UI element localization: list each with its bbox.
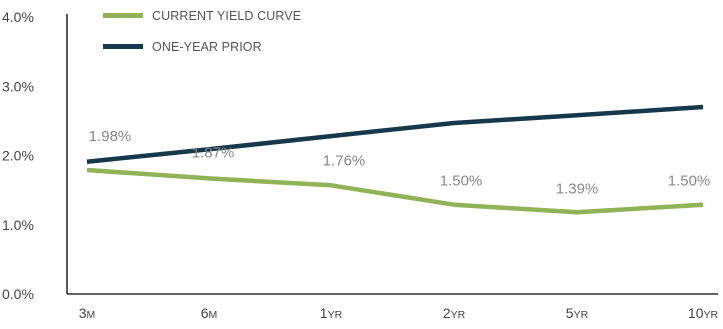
legend-swatch-current: [103, 13, 143, 18]
x-tick-label: 5YR: [566, 305, 589, 321]
data-label: 1.76%: [323, 152, 366, 169]
legend-label-prior: ONE-YEAR PRIOR: [152, 39, 262, 54]
legend-swatch-prior: [103, 44, 143, 49]
legend-label-current: CURRENT YIELD CURVE: [152, 8, 302, 23]
x-tick-label: 2YR: [443, 305, 466, 321]
series-line-current: [86, 167, 704, 215]
legend-item-current: CURRENT YIELD CURVE: [103, 6, 301, 25]
chart-legend: CURRENT YIELD CURVE ONE-YEAR PRIOR: [103, 6, 301, 68]
x-tick-label: 1YR: [320, 305, 343, 321]
y-tick-label: 1.0%: [2, 217, 34, 233]
series-line-prior: [86, 104, 704, 164]
y-tick-label: 0.0%: [2, 286, 34, 302]
data-label: 1.50%: [440, 173, 483, 190]
data-label: 1.87%: [192, 144, 235, 161]
chart-axes: 0.0% 1.0% 2.0% 3.0% 4.0% 3M 6M 1YR 2YR 5YR 10YR: [2, 9, 718, 321]
y-tick-label: 4.0%: [2, 9, 34, 25]
data-label: 1.50%: [668, 173, 711, 190]
y-tick-label: 2.0%: [2, 148, 34, 164]
legend-item-prior: ONE-YEAR PRIOR: [103, 37, 301, 56]
data-label: 1.98%: [89, 128, 132, 145]
x-tick-label: 3M: [79, 305, 96, 321]
data-label: 1.39%: [556, 180, 599, 197]
chart-data-labels: 1.98% 1.87% 1.76% 1.50% 1.39% 1.50%: [89, 128, 711, 197]
y-tick-label: 3.0%: [2, 78, 34, 94]
chart-series: [86, 104, 704, 215]
x-tick-label: 10YR: [688, 305, 719, 321]
x-tick-label: 6M: [201, 305, 218, 321]
